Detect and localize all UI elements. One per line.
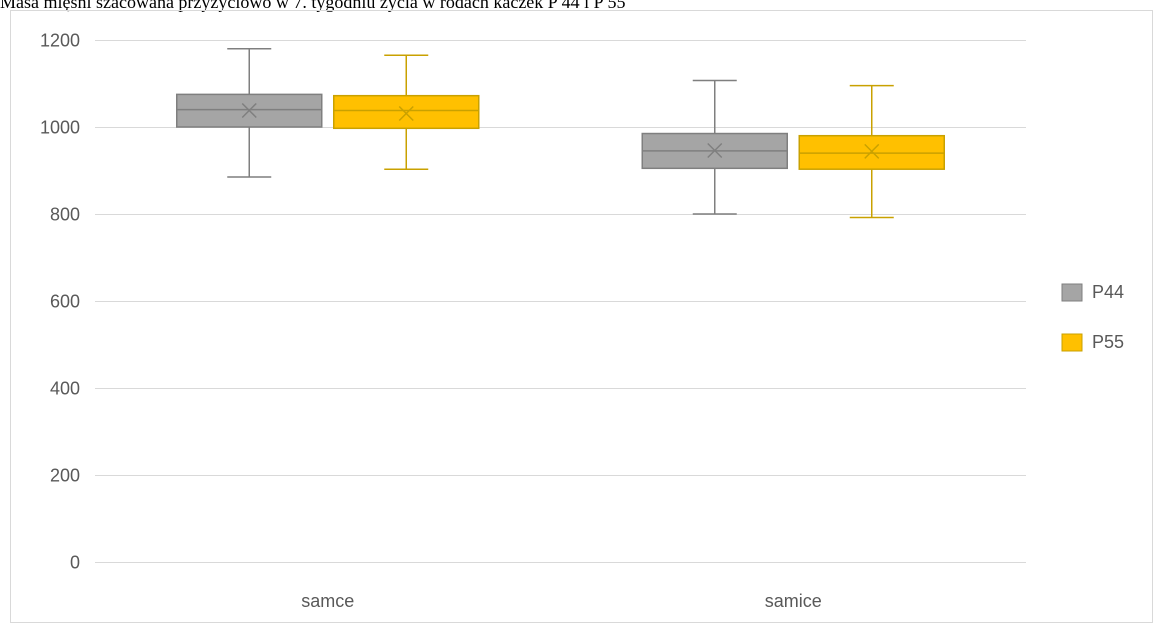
y-tick-label-600: 600 (50, 292, 80, 312)
x-tick-label-samice: samice (765, 591, 822, 611)
box-p55-samice (798, 84, 945, 219)
y-tick-label-1000: 1000 (40, 118, 80, 138)
y-tick-label-800: 800 (50, 205, 80, 225)
legend-label-p44: P44 (1092, 282, 1124, 302)
box-p44-samce-mean-marker-b (241, 102, 257, 119)
x-tick-label-samce: samce (301, 591, 354, 611)
legend-swatch-p44 (1061, 283, 1083, 302)
box-p55-samce-mean-marker-b (398, 105, 414, 122)
y-tick-label-1200: 1200 (40, 31, 80, 51)
box-p44-samce (176, 47, 323, 178)
box-p55-samce-iqr (333, 94, 480, 130)
chart-title: Masa mięśni szacowana przyżyciowo w 7. t… (0, 0, 626, 12)
box-p55-samce (333, 54, 480, 170)
box-p55-samice-mean-marker-b (864, 143, 880, 159)
y-tick-label-200: 200 (50, 466, 80, 486)
y-tick-label-0: 0 (70, 553, 80, 573)
legend-label-p55: P55 (1092, 332, 1124, 352)
legend-swatch-p55 (1061, 333, 1083, 352)
box-p44-samice-mean-marker-b (707, 142, 723, 159)
chart-area-border (10, 10, 1153, 623)
y-tick-label-400: 400 (50, 379, 80, 399)
box-p44-samice (641, 79, 788, 215)
